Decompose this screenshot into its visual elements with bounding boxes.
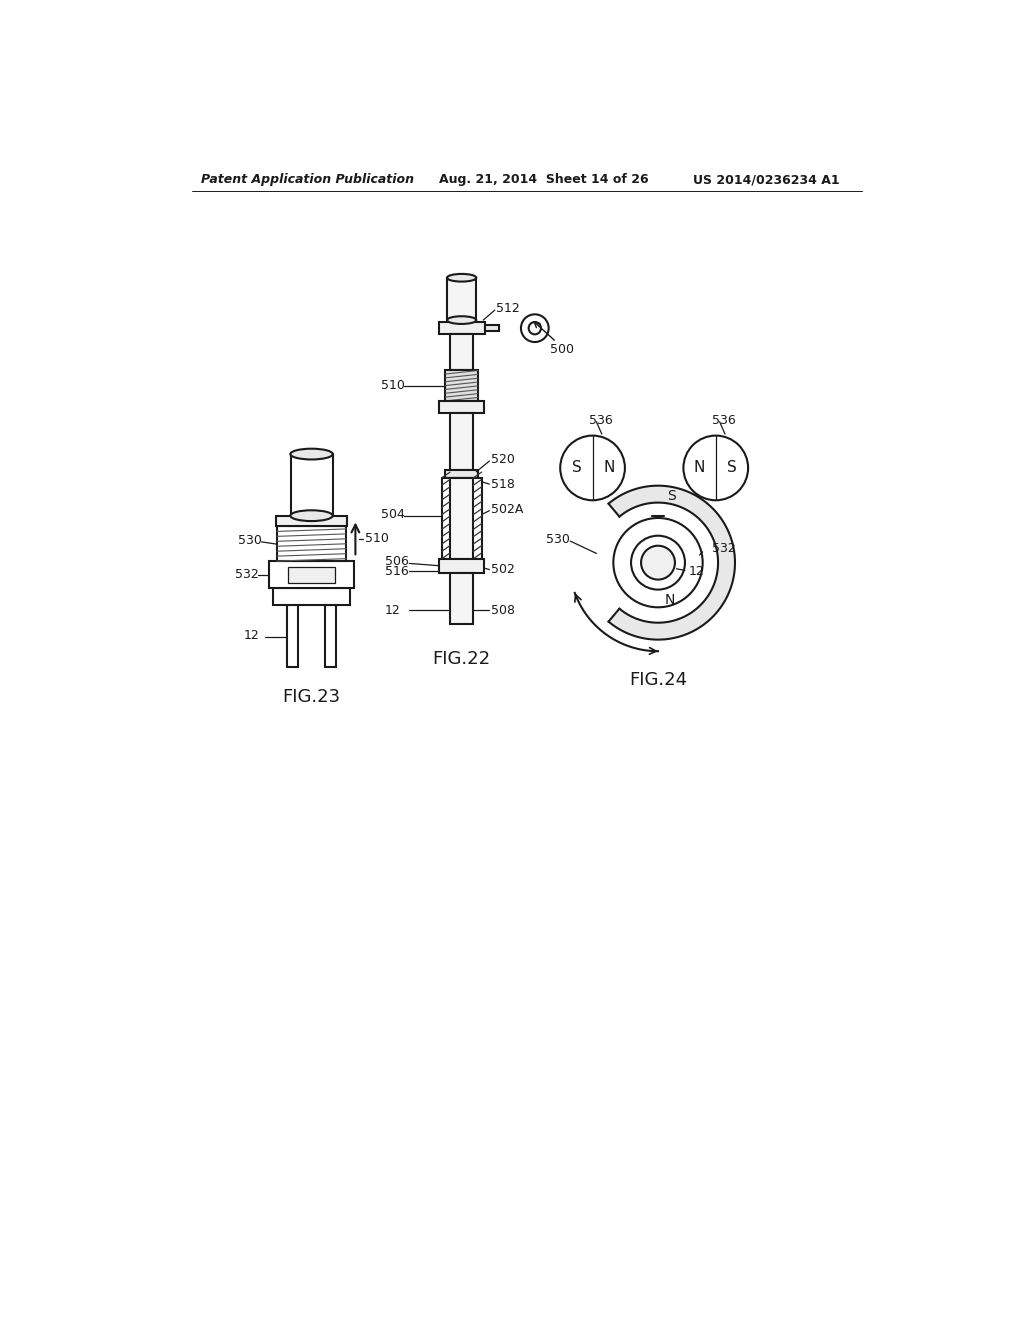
Bar [273,589,350,605]
Circle shape [683,436,749,500]
Ellipse shape [447,275,476,281]
Circle shape [631,536,685,590]
Text: 508: 508 [490,603,515,616]
Bar [451,412,473,470]
Circle shape [521,314,549,342]
Bar [445,470,478,478]
Text: 532: 532 [712,543,735,556]
Bar [451,478,473,558]
Text: 518: 518 [490,478,515,491]
Bar [439,401,484,412]
Text: 536: 536 [589,413,612,426]
Text: 510: 510 [381,379,404,392]
Bar [291,454,333,516]
Text: N: N [603,461,614,475]
Text: 516: 516 [385,565,409,578]
Ellipse shape [291,449,333,459]
Text: 536: 536 [712,413,735,426]
Text: Patent Application Publication: Patent Application Publication [202,173,415,186]
Text: 530: 530 [239,533,262,546]
Circle shape [528,322,541,334]
Bar [276,516,347,527]
Text: FIG.22: FIG.22 [432,649,490,668]
Text: 12: 12 [244,630,259,643]
Text: S: S [668,490,676,503]
Bar [484,325,499,331]
Polygon shape [608,486,735,640]
Circle shape [641,545,675,579]
Text: 506: 506 [385,556,409,569]
Bar [287,605,298,667]
Text: Aug. 21, 2014  Sheet 14 of 26: Aug. 21, 2014 Sheet 14 of 26 [438,173,648,186]
Bar [439,558,484,573]
Circle shape [613,517,702,607]
Text: 512: 512 [497,302,520,315]
Text: 12: 12 [689,565,705,578]
Bar [445,370,478,401]
Circle shape [560,436,625,500]
Text: 510: 510 [365,532,388,545]
Bar [326,605,336,667]
Text: US 2014/0236234 A1: US 2014/0236234 A1 [692,173,840,186]
Text: 532: 532 [234,569,258,582]
Text: 502: 502 [490,564,515,576]
Text: 12: 12 [385,603,400,616]
Text: FIG.23: FIG.23 [283,689,341,706]
Text: N: N [665,594,675,607]
Bar [269,561,354,589]
Text: 530: 530 [547,533,570,546]
Bar [441,478,481,558]
Bar [276,527,346,561]
Text: S: S [727,461,737,475]
Text: FIG.24: FIG.24 [629,671,687,689]
Bar [289,568,335,582]
Bar [451,573,473,624]
Text: 504: 504 [381,508,404,521]
Bar [447,277,476,321]
Text: 500: 500 [550,343,574,356]
Ellipse shape [447,317,476,323]
Bar [438,322,484,334]
Bar [451,334,473,370]
Text: N: N [694,461,706,475]
Ellipse shape [291,511,333,521]
Text: 520: 520 [490,453,515,466]
Text: 502A: 502A [490,503,523,516]
Text: S: S [571,461,582,475]
